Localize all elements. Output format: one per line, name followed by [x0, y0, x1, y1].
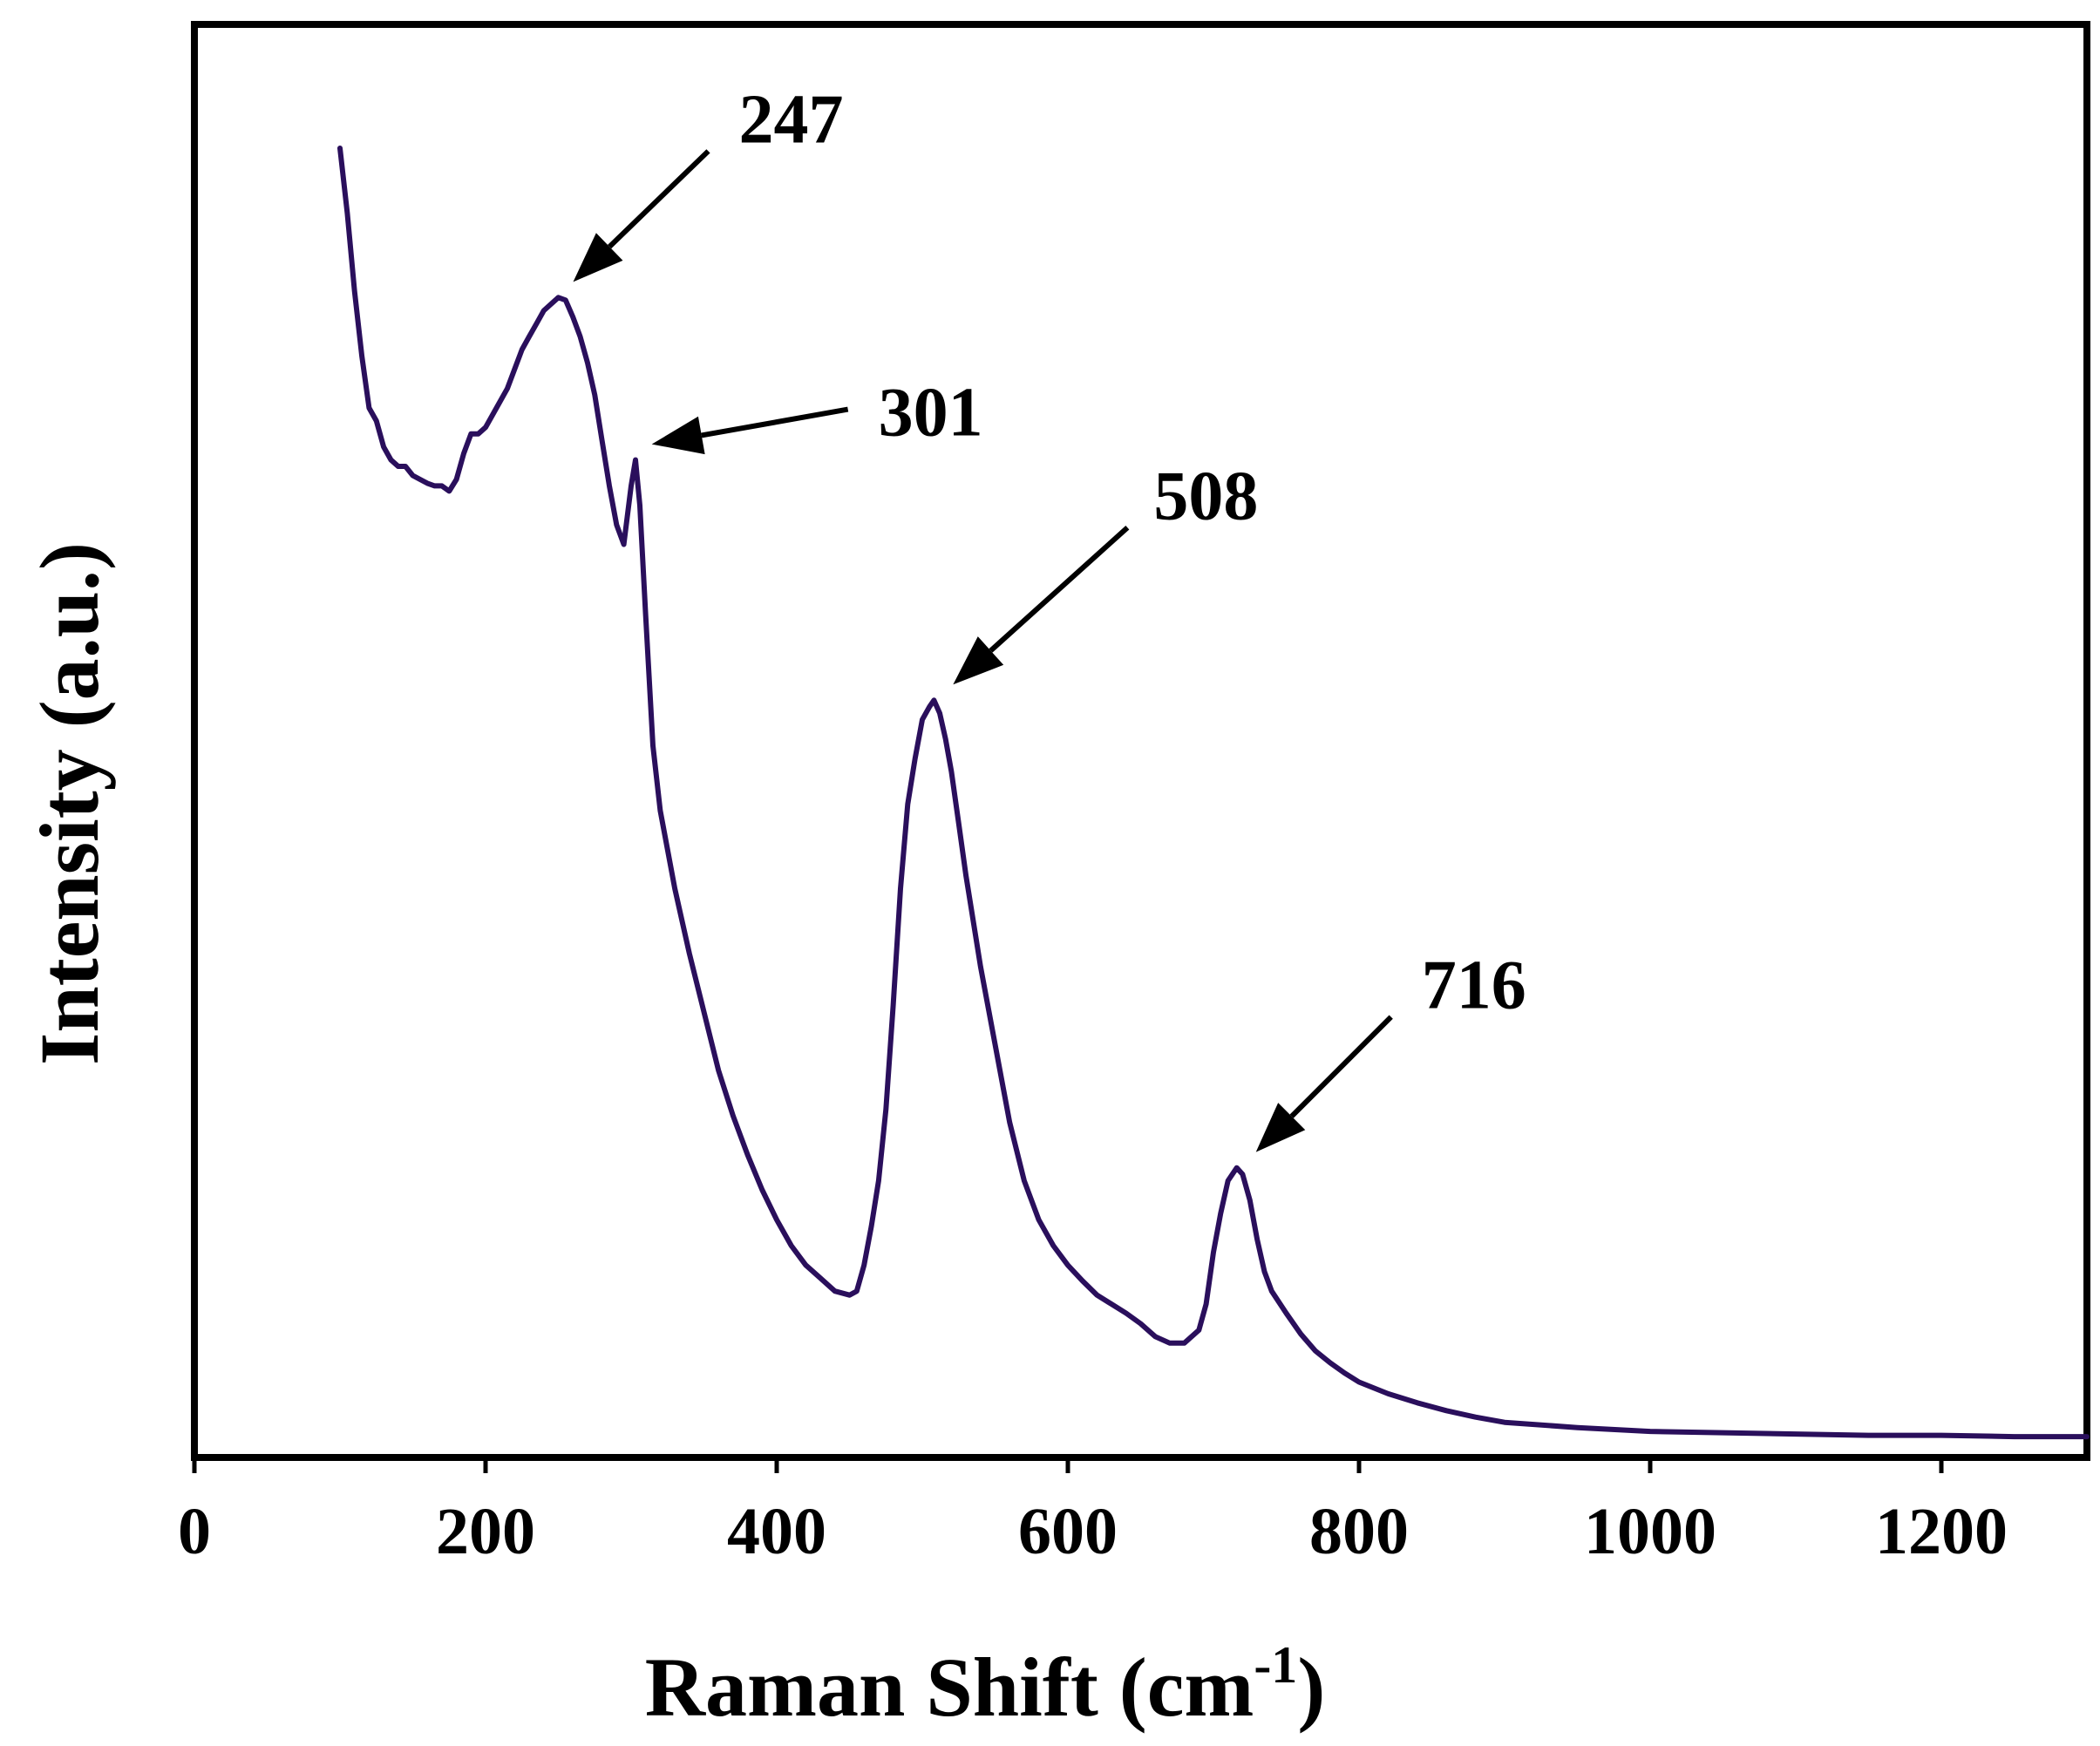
y-axis-title: Intensity (a.u.)	[23, 542, 116, 1065]
x-axis-title-superscript: -1	[1254, 1636, 1297, 1694]
peak-label-247: 247	[738, 81, 843, 158]
peak-arrow-716	[1255, 1015, 1393, 1152]
x-tick-label-1200: 1200	[1875, 1495, 2008, 1568]
peak-arrow-head-716	[1255, 1103, 1306, 1152]
x-axis-title-suffix: )	[1297, 1641, 1325, 1734]
peak-arrow-shaft-508	[989, 526, 1130, 653]
peak-arrow-301	[651, 406, 849, 455]
peak-arrows	[573, 149, 1393, 1152]
peak-arrow-head-301	[651, 416, 705, 455]
x-tick-label-200: 200	[436, 1495, 535, 1568]
x-tick-label-1000: 1000	[1584, 1495, 1716, 1568]
peak-label-301: 301	[879, 375, 983, 452]
peak-arrow-head-508	[953, 636, 1004, 685]
x-tick-labels: 0 200 400 600 800 1000 1200	[178, 1495, 2008, 1568]
x-axis-title-main: Raman Shift (cm	[645, 1641, 1254, 1734]
peak-labels: 247 301 508 716	[738, 81, 1526, 1023]
peak-label-508: 508	[1153, 458, 1258, 534]
x-tick-label-400: 400	[727, 1495, 826, 1568]
peak-arrow-shaft-716	[1289, 1015, 1393, 1118]
peak-arrow-508	[953, 526, 1130, 685]
x-axis-title: Raman Shift (cm-1)	[645, 1636, 1326, 1734]
peak-label-716: 716	[1422, 948, 1526, 1024]
spectrum-line	[337, 146, 2090, 1440]
x-tick-label-0: 0	[178, 1495, 211, 1568]
peak-arrow-head-247	[573, 233, 623, 282]
plot-frame	[191, 21, 2090, 1461]
x-ticks	[192, 1457, 1944, 1473]
x-tick-label-800: 800	[1309, 1495, 1409, 1568]
peak-arrow-shaft-301	[701, 406, 849, 438]
x-tick-label-600: 600	[1018, 1495, 1118, 1568]
peak-arrow-247	[573, 149, 710, 282]
peak-arrow-shaft-247	[608, 149, 710, 249]
